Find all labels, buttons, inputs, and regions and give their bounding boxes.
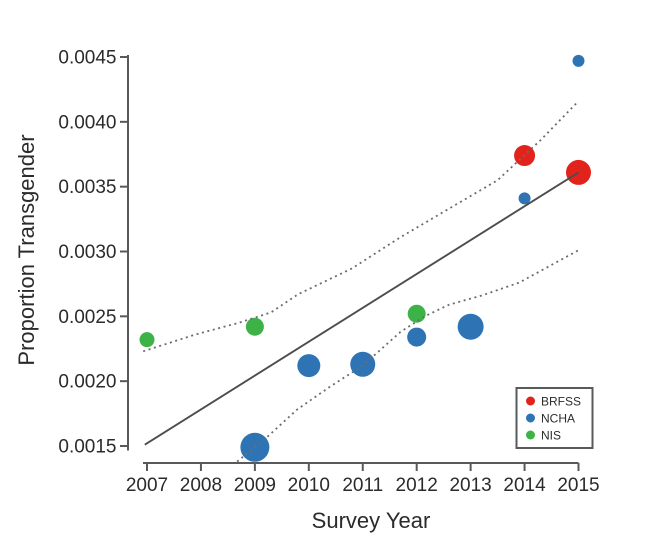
legend-label-NIS: NIS [541,429,561,443]
x-tick-label: 2015 [557,475,599,496]
y-axis-title: Proportion Transgender [14,134,39,365]
lower-confidence-line [236,249,579,463]
data-point-NIS-2007 [139,332,155,348]
x-tick-label: 2010 [288,475,330,496]
data-point-NIS-2012 [407,304,426,323]
y-tick-label: 0.0025 [58,307,116,328]
legend-label-BRFSS: BRFSS [541,395,581,409]
upper-confidence-line [142,100,580,353]
y-tick-label: 0.0030 [58,242,116,263]
regression-line [144,171,580,446]
data-point-NCHA-2012 [407,327,427,347]
y-tick-label: 0.0020 [58,372,116,393]
y-tick-label: 0.0045 [58,48,116,69]
y-axis: 0.0015 0.0020 0.0025 0.0030 0.0035 0.0040 0.00… [58,48,129,458]
x-tick-label: 2007 [126,475,168,496]
legend: BRFSS NCHA NIS [515,387,594,449]
x-tick-label: 2011 [342,475,383,496]
fit-and-confidence-lines [142,100,580,463]
data-point-NCHA-2015 [572,54,585,67]
data-point-NCHA-2014 [518,192,531,205]
x-tick-label: 2009 [234,475,276,496]
data-point-NCHA-2010 [297,354,321,378]
legend-label-NCHA: NCHA [541,412,575,426]
legend-marker-BRFSS [526,396,535,406]
x-axis: 2007 2008 2009 2010 2011 2012 2013 2014 2015 [126,462,600,496]
data-point-NCHA-2013 [457,313,484,340]
legend-marker-NCHA [526,413,535,423]
x-tick-label: 2008 [180,475,222,496]
x-axis-title: Survey Year [312,508,431,533]
x-tick-label: 2014 [503,475,546,496]
x-tick-label: 2012 [396,475,438,496]
x-tick-label: 2013 [449,475,491,496]
data-point-NIS-2009 [245,317,264,336]
y-tick-label: 0.0015 [58,437,116,458]
data-point-NCHA-2011 [350,351,376,377]
y-tick-label: 0.0035 [58,177,116,198]
y-tick-label: 0.0040 [58,112,116,133]
legend-marker-NIS [526,430,535,440]
